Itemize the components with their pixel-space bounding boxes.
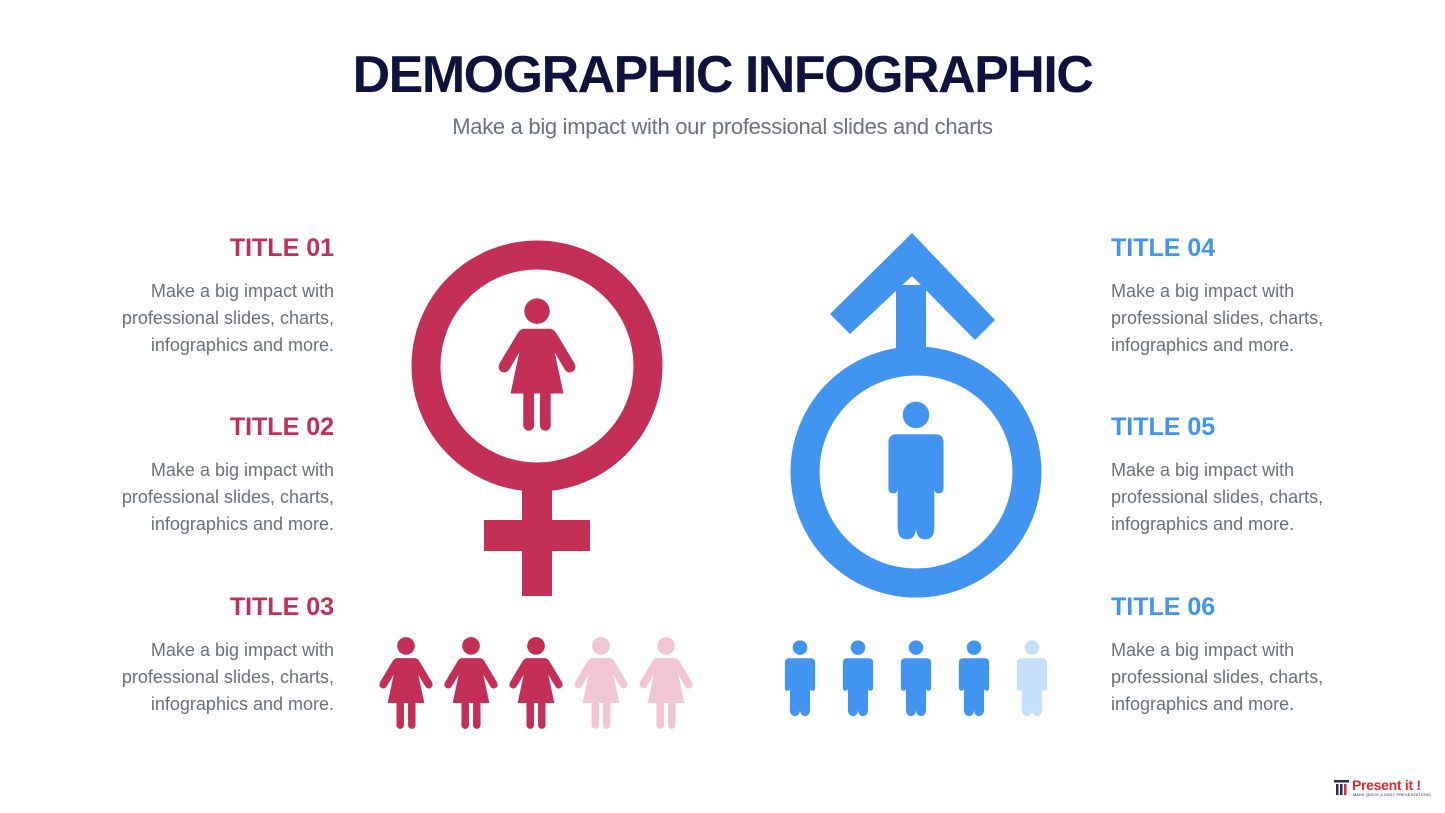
woman-figure-icon — [574, 637, 628, 729]
man-figure-icon — [784, 640, 816, 716]
left-item-2: TITLE 02 Make a big impact with professi… — [34, 412, 334, 538]
left-item-3: TITLE 03 Make a big impact with professi… — [34, 592, 334, 718]
brand-logo: Present it ! MAKE QUICK & EASY PRESENTAT… — [1334, 777, 1432, 799]
item-title: TITLE 01 — [229, 234, 334, 262]
item-text: Make a big impact with professional slid… — [121, 281, 334, 355]
logo-name: Present it ! — [1352, 777, 1421, 793]
item-text: Make a big impact with professional slid… — [121, 640, 334, 714]
male-figures-row — [784, 640, 1048, 716]
woman-figure-icon — [639, 637, 693, 729]
logo-tagline: MAKE QUICK & EASY PRESENTATIONS — [1353, 792, 1432, 797]
item-text: Make a big impact with professional slid… — [1111, 460, 1324, 534]
man-figure-icon — [888, 401, 944, 540]
woman-figure-icon — [498, 298, 576, 431]
right-item-5: TITLE 05 Make a big impact with professi… — [1111, 412, 1411, 538]
item-text: Make a big impact with professional slid… — [1111, 640, 1324, 714]
woman-figure-icon — [509, 637, 563, 729]
female-symbol-icon — [411, 240, 663, 596]
left-item-1: TITLE 01 Make a big impact with professi… — [34, 233, 334, 359]
item-title: TITLE 05 — [1111, 413, 1216, 441]
item-title: TITLE 02 — [229, 413, 334, 441]
woman-figure-icon — [444, 637, 498, 729]
woman-figure-icon — [379, 637, 433, 729]
page-subtitle: Make a big impact with our professional … — [452, 114, 993, 139]
male-symbol-icon — [790, 233, 1042, 598]
man-figure-icon — [842, 640, 874, 716]
item-title: TITLE 04 — [1111, 234, 1216, 262]
right-item-6: TITLE 06 Make a big impact with professi… — [1111, 592, 1411, 718]
item-title: TITLE 06 — [1111, 593, 1216, 621]
female-figures-row — [379, 637, 693, 729]
right-item-4: TITLE 04 Make a big impact with professi… — [1111, 233, 1411, 359]
man-figure-icon — [1016, 640, 1048, 716]
man-figure-icon — [958, 640, 990, 716]
item-text: Make a big impact with professional slid… — [1111, 281, 1324, 355]
man-figure-icon — [900, 640, 932, 716]
logo-mark-icon — [1334, 780, 1349, 795]
page-title: DEMOGRAPHIC INFOGRAPHIC — [352, 46, 1094, 104]
item-title: TITLE 03 — [229, 593, 334, 621]
item-text: Make a big impact with professional slid… — [121, 460, 334, 534]
